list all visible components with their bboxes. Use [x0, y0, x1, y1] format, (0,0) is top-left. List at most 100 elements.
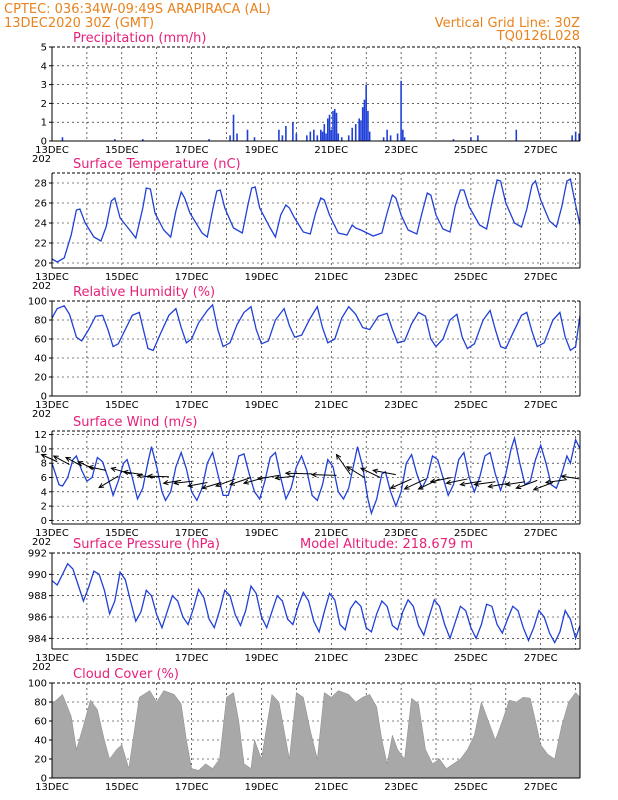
precipitation-ytick-label: 1	[41, 118, 47, 129]
surface-temperature-xtick-label: 23DEC	[384, 272, 418, 283]
wind-arrow	[335, 453, 351, 475]
wind-arrow-head	[310, 472, 317, 478]
surface-pressure-ytick-label: 988	[28, 591, 47, 602]
precip-bar	[337, 133, 340, 141]
wind-arrow-shaft	[111, 467, 131, 475]
precipitation-year-fragment: 202	[32, 154, 51, 165]
wind-arrow	[146, 473, 169, 479]
wind-arrow-shaft	[545, 479, 567, 484]
precip-bar	[313, 129, 315, 141]
wind-arrow-head	[335, 453, 342, 460]
wind-arrow-shaft	[373, 469, 396, 476]
precip-bar	[292, 122, 294, 141]
surface-temperature-xtick-label: 17DEC	[175, 272, 209, 283]
surface-wind-ytick-label: 8	[41, 459, 47, 470]
wind-arrow	[560, 474, 580, 480]
precipitation-ytick-label: 2	[41, 99, 47, 110]
precip-bar	[316, 135, 319, 141]
cloud-cover-ytick-label: 60	[34, 717, 47, 728]
surface-pressure-xtick-label: 13DEC	[35, 653, 69, 664]
precip-bar	[208, 139, 210, 141]
precip-bar	[354, 124, 357, 141]
wind-arrow-head	[40, 453, 47, 459]
wind-arrow-head	[162, 479, 169, 486]
wind-arrow-shaft	[147, 475, 169, 478]
wind-arrow-shaft	[460, 480, 482, 486]
wind-arrow	[274, 475, 295, 481]
surface-wind-panel: 0 2 4 6 8 10 12 13DEC 15DEC 17DEC 19DEC 21DEC 23DEC 2…	[32, 415, 581, 548]
wind-arrow-head	[187, 482, 194, 488]
surface-wind-xtick-label: 27DEC	[524, 528, 558, 539]
wind-arrow	[473, 481, 496, 487]
precip-bar	[333, 109, 336, 141]
relative-humidity-ytick-label: 40	[34, 354, 47, 365]
wind-arrow	[98, 475, 119, 489]
wind-arrow-shaft	[65, 457, 82, 467]
surface-temperature-xtick-label: 25DEC	[454, 272, 488, 283]
wind-arrow-head	[459, 481, 466, 487]
precip-bar	[306, 135, 308, 141]
wind-arrow-head	[372, 468, 379, 474]
surface-temperature-panel: 20 22 24 26 28 13DEC 15DEC 17DEC 19DEC 21DEC 23DEC…	[32, 157, 581, 292]
wind-arrow-shaft	[561, 475, 580, 480]
wind-arrow-shaft	[137, 474, 156, 478]
surface-temperature-title: Surface Temperature (nC)	[73, 157, 241, 172]
relative-humidity-xtick-label: 23DEC	[384, 400, 418, 411]
wind-arrow	[284, 470, 313, 476]
wind-arrow-head	[201, 484, 208, 490]
cloud-cover-ytick-label: 40	[34, 736, 47, 747]
header-location: CPTEC: 036:34W-09:49S ARAPIRACA (AL)	[4, 2, 271, 17]
surface-wind-xtick-label: 19DEC	[245, 528, 279, 539]
header-model-code: TQ0126L028	[496, 29, 580, 44]
cloud-cover-xtick-label: 15DEC	[105, 782, 139, 793]
precip-bar	[114, 139, 116, 141]
surface-pressure-xtick-label: 17DEC	[175, 653, 209, 664]
wind-arrow	[228, 477, 252, 486]
wind-arrow-head	[173, 480, 180, 486]
surface-temperature-series-line	[52, 177, 580, 263]
wind-arrow-shaft	[257, 474, 279, 480]
cloud-cover-ytick-label: 100	[28, 679, 47, 690]
precip-bar	[253, 137, 256, 141]
surface-wind-ytick-label: 0	[41, 516, 47, 527]
wind-arrow	[214, 478, 236, 488]
wind-arrow-head	[473, 481, 480, 487]
wind-arrow-shaft	[390, 478, 412, 489]
wind-arrow	[136, 473, 156, 479]
wind-arrow	[187, 482, 208, 488]
precipitation-xtick-label: 23DEC	[384, 145, 418, 156]
header-run-time: 13DEC2020 30Z (GMT)	[4, 16, 154, 31]
precip-bar	[325, 133, 327, 141]
wind-arrow-head	[98, 483, 105, 489]
surface-temperature-ytick-label: 20	[34, 259, 47, 270]
surface-temperature-xtick-label: 27DEC	[524, 272, 558, 283]
precip-bar	[278, 129, 280, 141]
wind-arrow-head	[560, 474, 567, 480]
surface-pressure-title: Surface Pressure (hPa)	[73, 537, 220, 552]
precip-bar	[477, 135, 479, 141]
wind-arrow-head	[136, 473, 143, 479]
wind-arrow	[310, 472, 337, 478]
wind-arrow-shaft	[229, 477, 252, 486]
relative-humidity-ytick-label: 0	[41, 392, 47, 403]
wind-arrow-shaft	[505, 481, 526, 486]
precipitation-ytick-label: 3	[41, 80, 47, 91]
surface-wind-xtick-label: 25DEC	[454, 528, 488, 539]
precip-bar	[360, 120, 362, 141]
precip-bar	[361, 107, 364, 141]
wind-arrow-head	[417, 484, 424, 490]
relative-humidity-panel: 0 20 40 60 80 100 13DEC 15DEC 17DEC 19DEC 21DEC 23D…	[28, 285, 581, 420]
relative-humidity-xtick-label: 15DEC	[105, 400, 139, 411]
precip-bar	[452, 139, 455, 141]
relative-humidity-xtick-label: 27DEC	[524, 400, 558, 411]
cloud-cover-xtick-label: 21DEC	[314, 782, 348, 793]
precip-bar	[382, 137, 385, 141]
cloud-cover-area	[52, 690, 580, 778]
wind-arrow-shaft	[488, 482, 510, 488]
precip-bar	[323, 124, 326, 141]
surface-wind-xtick-label: 13DEC	[35, 528, 69, 539]
precip-bar	[402, 129, 404, 141]
surface-temperature-ytick-label: 26	[34, 199, 47, 210]
relative-humidity-ytick-label: 100	[28, 297, 47, 308]
surface-temperature-year-fragment: 202	[32, 281, 51, 292]
